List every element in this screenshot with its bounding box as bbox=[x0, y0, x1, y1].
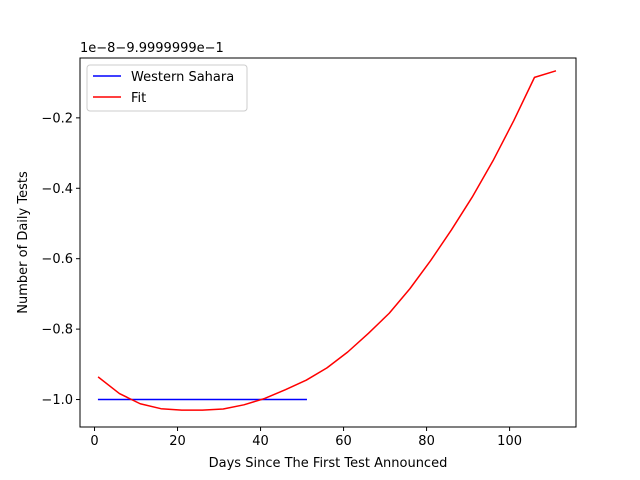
x-tick-label: 60 bbox=[335, 434, 352, 449]
x-tick-label: 0 bbox=[90, 434, 98, 449]
y-tick-label: −0.8 bbox=[41, 323, 73, 338]
y-tick-label: −0.2 bbox=[41, 111, 73, 126]
y-axis-ticks: −1.0 −0.8 −0.6 −0.4 −0.2 bbox=[41, 111, 80, 408]
legend-label-western-sahara: Western Sahara bbox=[131, 70, 234, 85]
legend-label-fit: Fit bbox=[131, 91, 146, 106]
x-axis-ticks: 0 20 40 60 80 100 bbox=[90, 427, 522, 449]
y-axis-label: Number of Daily Tests bbox=[16, 171, 31, 314]
legend: Western Sahara Fit bbox=[86, 64, 248, 112]
plot-lines bbox=[97, 70, 557, 411]
offset-text: 1e−8−9.9999999e−1 bbox=[80, 41, 224, 56]
x-tick-label: 80 bbox=[418, 434, 435, 449]
legend-box bbox=[86, 64, 248, 112]
y-tick-label: −0.4 bbox=[41, 182, 73, 197]
y-tick-label: −1.0 bbox=[41, 393, 73, 408]
x-axis-label: Days Since The First Test Announced bbox=[209, 456, 448, 471]
x-tick-label: 20 bbox=[169, 434, 186, 449]
plot-frame bbox=[79, 57, 577, 428]
x-tick-label: 100 bbox=[497, 434, 522, 449]
series-line-fit bbox=[97, 70, 557, 411]
y-tick-label: −0.6 bbox=[41, 252, 73, 267]
x-tick-label: 40 bbox=[252, 434, 269, 449]
